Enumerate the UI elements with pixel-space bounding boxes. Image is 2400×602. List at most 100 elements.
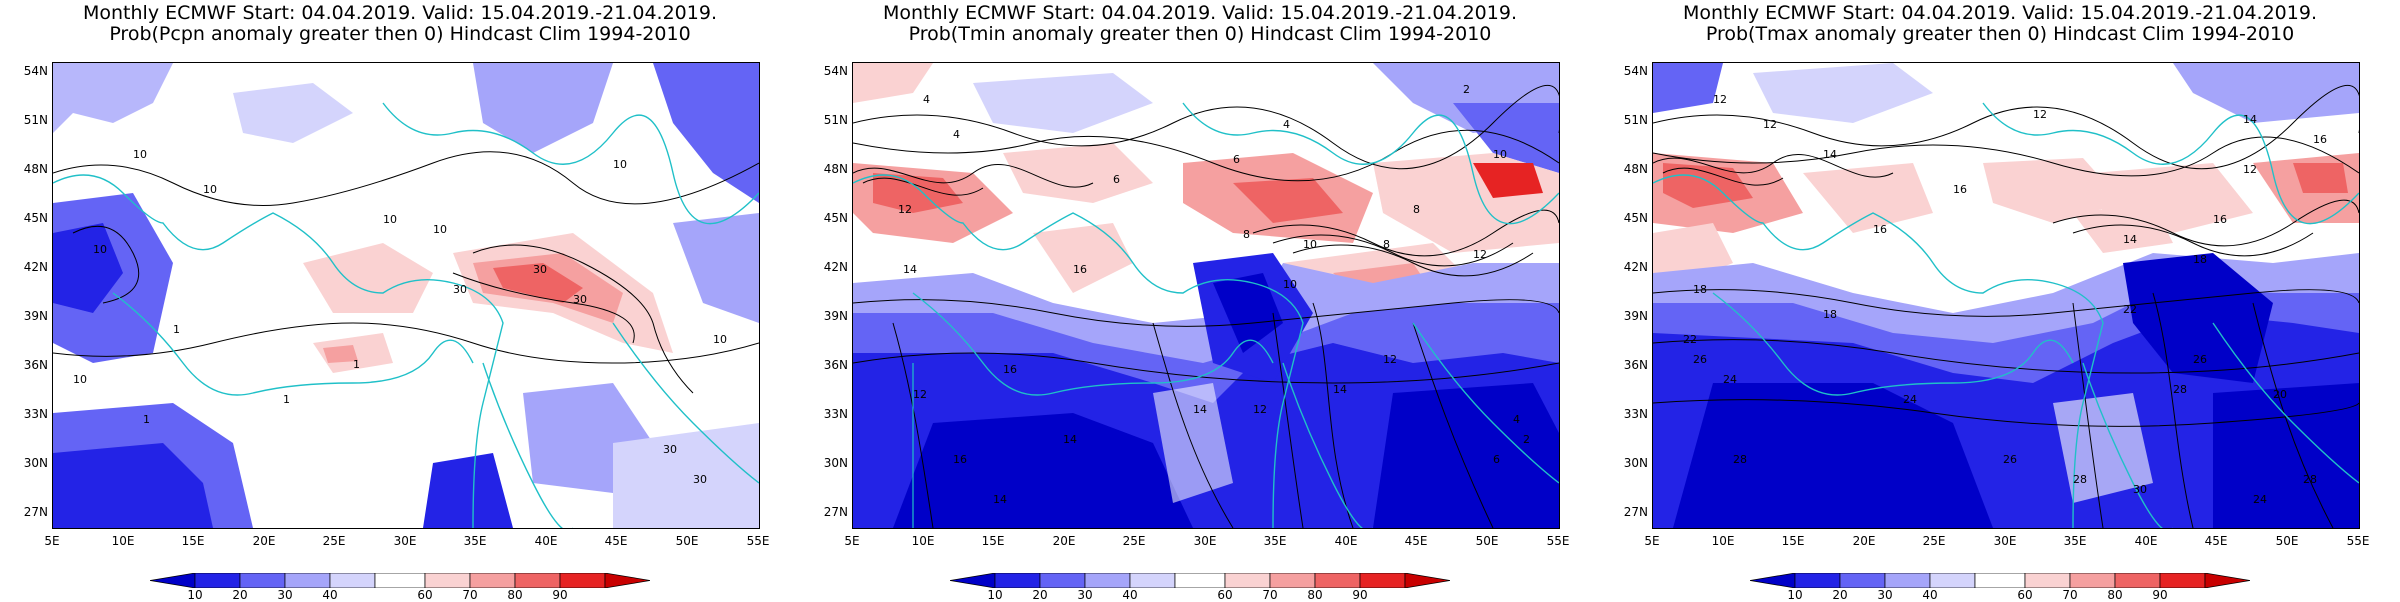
contour-label: 14 [903, 263, 917, 276]
lat-label: 36N [823, 358, 848, 372]
map-panel-pcpn: Monthly ECMWF Start: 04.04.2019. Valid: … [0, 0, 800, 602]
contour-label: 20 [2273, 388, 2287, 401]
lat-label: 33N [823, 407, 848, 421]
colorbar-tick: 60 [417, 588, 433, 602]
contour-label: 18 [2193, 253, 2207, 266]
lon-label: 20E [1852, 534, 1876, 548]
colorbar-tick: 20 [1032, 588, 1048, 602]
lat-label: 30N [823, 456, 848, 470]
lon-label: 50E [2275, 534, 2299, 548]
contour-label: 10 [73, 373, 87, 386]
lat-label: 54N [1623, 64, 1648, 78]
contour-label: 10 [713, 333, 727, 346]
lon-label: 40E [1334, 534, 1358, 548]
contour-label: 4 [923, 93, 930, 106]
probability-map: 12 12 14 16 14 12 16 18 16 18 22 24 26 2… [1653, 63, 2359, 528]
colorbar-tick: 40 [1122, 588, 1138, 602]
contour-label: 6 [1493, 453, 1500, 466]
contour-label: 14 [2243, 113, 2257, 126]
lat-label: 42N [1623, 260, 1648, 274]
lon-label: 55E [1546, 534, 1570, 548]
colorbar-tick: 10 [1787, 588, 1803, 602]
contour-label: 22 [1683, 333, 1697, 346]
lat-label: 33N [1623, 407, 1648, 421]
lat-label: 42N [823, 260, 848, 274]
colorbar-tick: 40 [322, 588, 338, 602]
contour-label: 10 [433, 223, 447, 236]
contour-label: 26 [2193, 353, 2207, 366]
contour-label: 12 [1473, 248, 1487, 261]
lat-label: 51N [23, 113, 48, 127]
contour-label: 2 [1523, 433, 1530, 446]
contour-label: 10 [93, 243, 107, 256]
colorbar [150, 573, 650, 588]
lon-label: 5E [44, 534, 60, 548]
lat-label: 39N [1623, 309, 1648, 323]
panel-title-line2: Prob(Tmax anomaly greater then 0) Hindca… [1705, 23, 2295, 45]
contour-label: 1 [353, 358, 360, 371]
contour-label: 28 [2303, 473, 2317, 486]
lat-label: 27N [823, 505, 848, 519]
contour-label: 28 [1733, 453, 1747, 466]
contour-label: 30 [663, 443, 677, 456]
contour-label: 8 [1243, 228, 1250, 241]
lon-label: 15E [1781, 534, 1805, 548]
contour-label: 12 [2033, 108, 2047, 121]
contour-label: 30 [533, 263, 547, 276]
lon-label: 25E [322, 534, 346, 548]
map-area: 10 10 10 10 10 10 10 30 30 30 30 30 1 1 … [52, 62, 760, 529]
panel-title-line2: Prob(Tmin anomaly greater then 0) Hindca… [908, 23, 1492, 45]
lat-label: 48N [823, 162, 848, 176]
contour-label: 10 [133, 148, 147, 161]
colorbar-tick: 60 [1217, 588, 1233, 602]
colorbar-tick: 70 [2062, 588, 2078, 602]
lat-label: 51N [823, 113, 848, 127]
colorbar-tick: 30 [1877, 588, 1893, 602]
colorbar-tick: 90 [1352, 588, 1368, 602]
colorbar-tick: 80 [1307, 588, 1323, 602]
contour-label: 10 [1303, 238, 1317, 251]
contour-label: 28 [2073, 473, 2087, 486]
lon-label: 35E [1263, 534, 1287, 548]
contour-label: 1 [143, 413, 150, 426]
lon-label: 55E [2346, 534, 2370, 548]
contour-label: 10 [1493, 148, 1507, 161]
lon-label: 50E [675, 534, 699, 548]
colorbar-tick: 80 [507, 588, 523, 602]
lon-label: 5E [1644, 534, 1660, 548]
colorbar-tick: 90 [2152, 588, 2168, 602]
map-panel-tmax: Monthly ECMWF Start: 04.04.2019. Valid: … [1600, 0, 2400, 602]
lat-label: 36N [1623, 358, 1648, 372]
contour-label: 12 [1253, 403, 1267, 416]
lat-label: 39N [823, 309, 848, 323]
panel-title-line1: Monthly ECMWF Start: 04.04.2019. Valid: … [83, 2, 717, 24]
contour-label: 12 [2243, 163, 2257, 176]
lon-label: 15E [181, 534, 205, 548]
lon-label: 30E [1193, 534, 1217, 548]
contour-label: 24 [2253, 493, 2267, 506]
contour-label: 12 [1763, 118, 1777, 131]
lon-label: 40E [2134, 534, 2158, 548]
contour-label: 24 [1723, 373, 1737, 386]
contour-label: 10 [613, 158, 627, 171]
probability-map: 4 4 2 4 6 8 6 8 10 10 12 12 14 14 14 16 … [853, 63, 1559, 528]
lon-label: 45E [604, 534, 628, 548]
colorbar-tick: 80 [2107, 588, 2123, 602]
colorbar-tick: 30 [1077, 588, 1093, 602]
lat-label: 48N [1623, 162, 1648, 176]
colorbar-tick: 20 [232, 588, 248, 602]
contour-label: 26 [2003, 453, 2017, 466]
contour-label: 18 [1693, 283, 1707, 296]
lon-label: 25E [1922, 534, 1946, 548]
contour-label: 6 [1233, 153, 1240, 166]
lon-label: 30E [1993, 534, 2017, 548]
contour-label: 10 [203, 183, 217, 196]
lon-label: 45E [2204, 534, 2228, 548]
lat-label: 54N [823, 64, 848, 78]
contour-label: 14 [1193, 403, 1207, 416]
lat-label: 51N [1623, 113, 1648, 127]
contour-label: 2 [1463, 83, 1470, 96]
colorbar-tick: 70 [1262, 588, 1278, 602]
contour-label: 12 [1383, 353, 1397, 366]
lon-label: 20E [1052, 534, 1076, 548]
